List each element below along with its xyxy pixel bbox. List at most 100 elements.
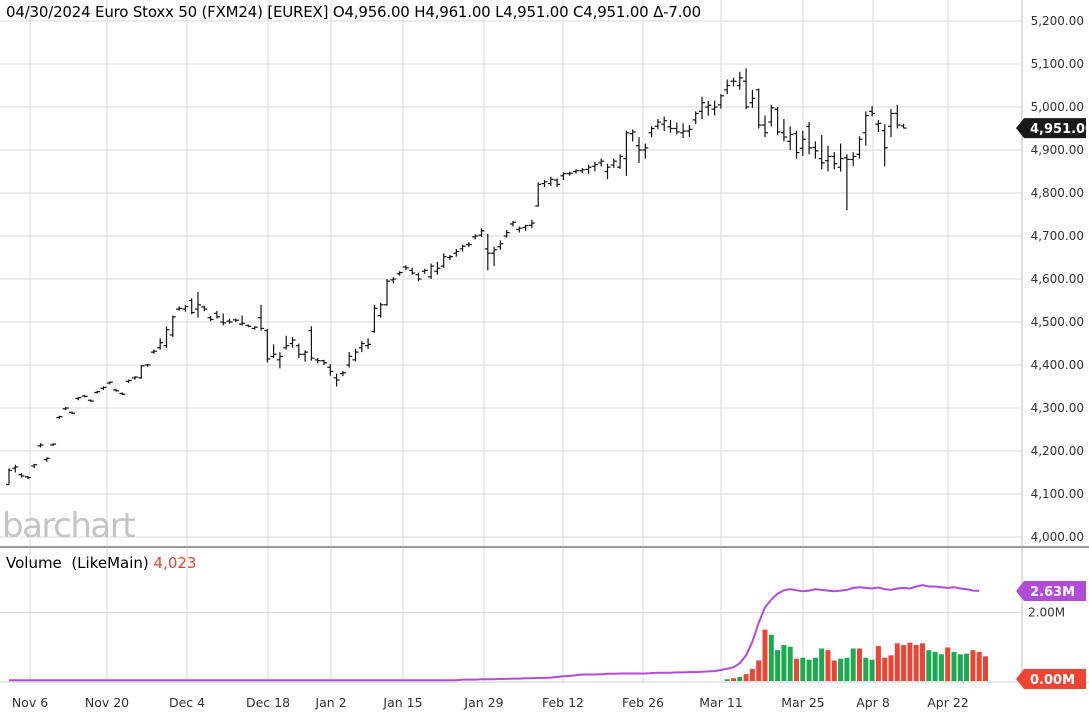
ohlc-bar [591, 162, 598, 172]
x-tick-label: Jan 29 [463, 695, 503, 710]
volume-average-polyline [9, 584, 980, 682]
volume-bar [945, 647, 951, 681]
volume-bar [800, 657, 806, 681]
ohlc-bar [302, 350, 309, 362]
volume-bar [920, 643, 925, 681]
volume-bar [888, 655, 894, 681]
ohlc-bar [43, 457, 50, 462]
ohlc-bar [762, 115, 768, 138]
volume-bar [724, 679, 730, 681]
ohlc-bar [717, 94, 724, 109]
ohlc-bar [239, 315, 246, 326]
x-tick-label: Jan 2 [314, 695, 346, 710]
y-tick-label: 4,400.00 [1031, 358, 1084, 372]
ohlc-bar [705, 100, 712, 116]
volume-header: Volume (LikeMain) 4,023 [6, 554, 196, 572]
ohlc-bar [220, 313, 227, 326]
y-tick-label: 4,100.00 [1031, 487, 1084, 501]
ohlc-bar [321, 359, 327, 365]
price-bars [6, 68, 907, 486]
ohlc-bar [680, 123, 687, 138]
ohlc-bar [743, 68, 750, 110]
ohlc-bar [579, 168, 586, 174]
ohlc-bar [421, 268, 428, 274]
x-tick-label: Feb 26 [622, 695, 664, 710]
volume-bar [850, 648, 856, 681]
volume-bar [775, 650, 781, 681]
volume-average-badge-text: 2.63M [1030, 585, 1075, 600]
ohlc-bar [516, 226, 523, 233]
volume-bar [907, 642, 913, 681]
volume-bar [781, 645, 787, 681]
ohlc-bar [371, 304, 378, 333]
ohlc-bar [554, 178, 561, 187]
header-change: Δ-7.00 [653, 3, 701, 21]
ohlc-bar [138, 365, 145, 379]
volume-bar [749, 669, 755, 681]
ohlc-bar [119, 392, 126, 396]
ohlc-bar [856, 136, 863, 159]
x-tick-label: Apr 22 [927, 695, 969, 710]
volume-bar [932, 651, 938, 681]
volume-average-badge: 2.63M [1016, 580, 1086, 601]
ohlc-bar [894, 104, 901, 129]
y-tick-label: 4,200.00 [1031, 444, 1084, 458]
ohlc-bar [642, 143, 649, 159]
y-tick-label: 4,000.00 [1031, 530, 1084, 544]
ohlc-bar [327, 364, 334, 376]
ohlc-bar [333, 373, 340, 387]
ohlc-bar [724, 79, 731, 95]
ohlc-bar [69, 411, 75, 415]
volume-bar [938, 654, 944, 681]
volume-bar [863, 657, 869, 681]
volume-title: Volume (LikeMain) [6, 554, 149, 572]
ohlc-bar [384, 279, 390, 306]
ohlc-bar [799, 130, 806, 157]
ohlc-bar [617, 154, 624, 169]
x-tick-label: Mar 11 [699, 695, 742, 710]
volume-value: 4,023 [153, 554, 197, 572]
header-close: C4,951.00 [573, 3, 649, 21]
ohlc-bar [258, 304, 264, 331]
ohlc-bar [831, 152, 838, 170]
ohlc-bar [245, 324, 252, 328]
volume-bar [838, 658, 844, 681]
ohlc-bar [491, 246, 498, 267]
ohlc-bar [535, 182, 542, 207]
volume-bar [806, 659, 812, 681]
ohlc-bar [81, 395, 88, 398]
header-low: L4,951.00 [495, 3, 569, 21]
ohlc-bar [768, 104, 775, 127]
volume-bar [768, 634, 774, 681]
ohlc-bar [478, 228, 485, 237]
ohlc-bar [132, 376, 138, 380]
volume-bar [957, 654, 963, 681]
ohlc-bar [869, 106, 876, 117]
ohlc-bar [106, 381, 113, 385]
ohlc-bar [352, 348, 359, 362]
header-instrument: Euro Stoxx 50 (FXM24) [EUREX] [95, 3, 329, 21]
volume-zero-badge-text: 0.00M [1030, 673, 1075, 688]
ohlc-bar [730, 77, 737, 87]
ohlc-bar [711, 100, 718, 116]
ohlc-bar [793, 130, 800, 159]
volume-bar [825, 650, 831, 681]
axis-labels: Nov 6 Nov 20 Dec 4 Dec 18 Jan 2 Jan 15 Jan 29 F… [12, 14, 1084, 710]
ohlc-bar [465, 242, 472, 248]
ohlc-bar [125, 379, 132, 384]
x-tick-label: Dec 4 [169, 695, 205, 710]
ohlc-bar [755, 88, 762, 129]
volume-bar [913, 645, 919, 681]
ohlc-bar [201, 305, 208, 312]
ohlc-bar [226, 318, 233, 324]
ohlc-bar [661, 116, 668, 132]
ohlc-bar [636, 137, 642, 163]
volume-bar [844, 657, 850, 681]
volume-bar [926, 650, 932, 681]
ohlc-bar [87, 399, 94, 402]
ohlc-bar [528, 219, 535, 229]
y-tick-label: 5,200.00 [1031, 14, 1084, 28]
ohlc-bar [195, 291, 201, 318]
volume-bar [794, 658, 799, 681]
ohlc-bar [699, 96, 705, 120]
